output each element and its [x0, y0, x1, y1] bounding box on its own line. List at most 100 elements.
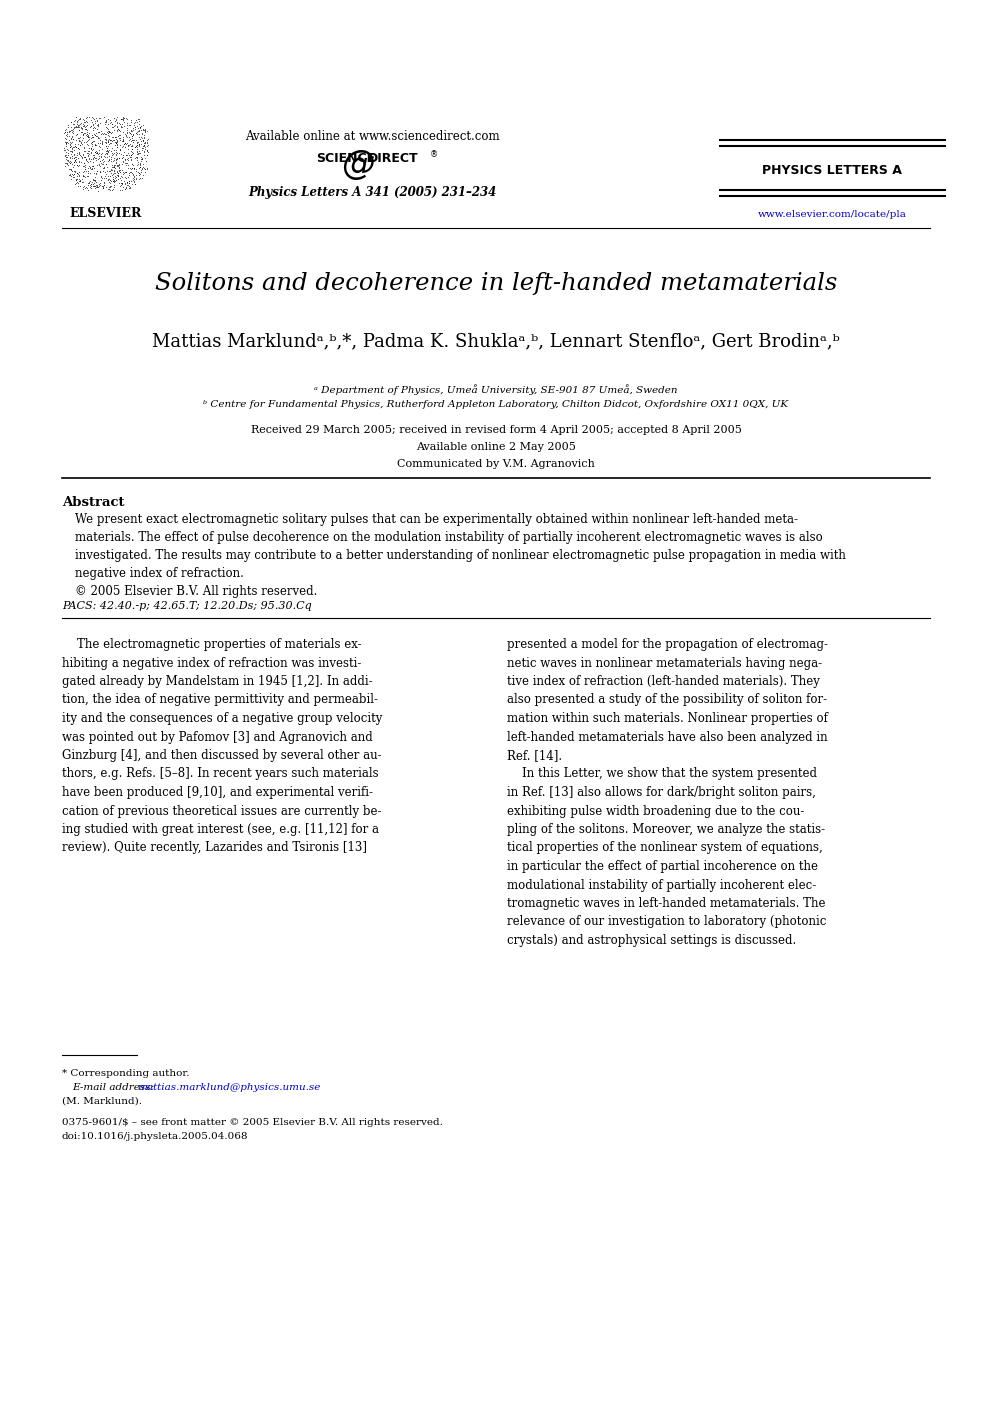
- Point: [77, 115, 93, 137]
- Point: [99, 170, 115, 192]
- Point: [99, 137, 115, 160]
- Point: [96, 174, 112, 196]
- Point: [117, 178, 133, 201]
- Point: [60, 115, 75, 137]
- Point: [110, 154, 126, 177]
- Point: [106, 146, 122, 168]
- Point: [74, 129, 90, 152]
- Point: [112, 126, 128, 149]
- Point: [83, 115, 99, 137]
- Point: [90, 180, 106, 202]
- Point: [63, 137, 79, 160]
- Point: [68, 116, 84, 139]
- Point: [73, 116, 89, 139]
- Point: [60, 125, 75, 147]
- Point: [103, 122, 119, 145]
- Point: [129, 122, 145, 145]
- Point: [68, 111, 84, 133]
- Point: [63, 160, 79, 182]
- Point: [133, 115, 149, 137]
- Point: [75, 143, 91, 166]
- Point: [98, 139, 114, 161]
- Point: [74, 146, 90, 168]
- Point: [115, 145, 131, 167]
- Point: [99, 136, 115, 159]
- Point: [67, 133, 83, 156]
- Point: [84, 126, 100, 149]
- Point: [122, 175, 138, 198]
- Point: [121, 161, 137, 184]
- Point: [82, 150, 98, 173]
- Point: [115, 129, 131, 152]
- Point: [107, 170, 123, 192]
- Point: [85, 126, 101, 149]
- Point: [104, 159, 120, 181]
- Point: [134, 167, 150, 189]
- Point: [73, 171, 89, 194]
- Point: [128, 164, 144, 187]
- Point: [126, 168, 142, 191]
- Point: [115, 175, 131, 198]
- Point: [86, 174, 102, 196]
- Point: [60, 114, 75, 136]
- Point: [127, 118, 143, 140]
- Point: [124, 135, 140, 157]
- Point: [93, 146, 109, 168]
- Point: [134, 159, 150, 181]
- Point: [108, 166, 124, 188]
- Point: [108, 143, 124, 166]
- Point: [89, 175, 105, 198]
- Point: [123, 123, 139, 146]
- Point: [97, 109, 113, 132]
- Point: [59, 118, 74, 140]
- Point: [110, 142, 126, 164]
- Point: [124, 133, 140, 156]
- Point: [106, 170, 122, 192]
- Point: [108, 147, 124, 170]
- Point: [129, 147, 145, 170]
- Point: [98, 175, 114, 198]
- Point: [114, 147, 130, 170]
- Point: [79, 125, 95, 147]
- Point: [85, 168, 101, 191]
- Point: [84, 111, 100, 133]
- Point: [126, 171, 142, 194]
- Point: [61, 142, 76, 164]
- Point: [115, 107, 131, 129]
- Point: [79, 123, 95, 146]
- Point: [86, 115, 102, 137]
- Point: [85, 147, 101, 170]
- Point: [76, 164, 92, 187]
- Point: [66, 112, 82, 135]
- Point: [104, 116, 120, 139]
- Point: [76, 140, 92, 163]
- Point: [107, 167, 123, 189]
- Point: [108, 128, 124, 150]
- Point: [101, 178, 117, 201]
- Point: [64, 130, 80, 153]
- Point: [71, 170, 87, 192]
- Point: [58, 130, 73, 153]
- Point: [66, 150, 82, 173]
- Point: [58, 125, 73, 147]
- Point: [125, 164, 141, 187]
- Point: [64, 156, 80, 178]
- Point: [123, 145, 139, 167]
- Text: Received 29 March 2005; received in revised form 4 April 2005; accepted 8 April : Received 29 March 2005; received in revi…: [251, 425, 741, 435]
- Point: [135, 164, 151, 187]
- Point: [69, 123, 85, 146]
- Point: [72, 130, 88, 153]
- Point: [116, 111, 132, 133]
- Point: [115, 163, 131, 185]
- Point: [129, 140, 145, 163]
- Point: [84, 130, 100, 153]
- Point: [82, 175, 98, 198]
- Point: [95, 157, 111, 180]
- Point: [119, 171, 135, 194]
- Point: [117, 132, 133, 154]
- Point: [115, 150, 131, 173]
- Point: [120, 174, 136, 196]
- Point: [108, 145, 124, 167]
- Point: [67, 146, 83, 168]
- Point: [79, 107, 95, 129]
